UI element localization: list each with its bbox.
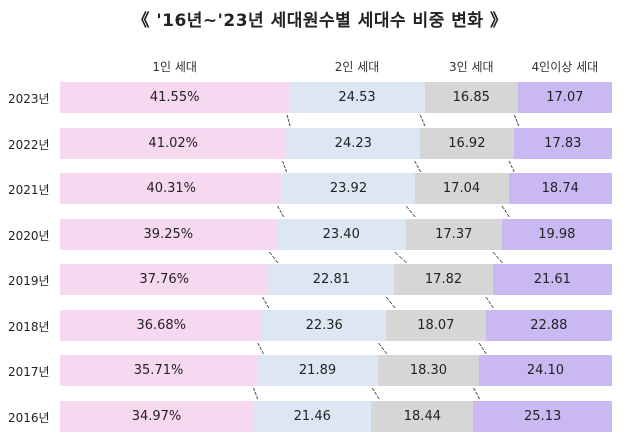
dashed-connector-line	[385, 297, 396, 308]
bar-segment-two-person: 23.40	[276, 218, 406, 250]
dashed-connector-line	[262, 297, 270, 308]
dashed-connector-line	[485, 297, 494, 308]
dashed-connector-line	[282, 160, 288, 171]
bar-value-label: 22.81	[312, 272, 350, 287]
bar-value-label: 17.04	[442, 181, 481, 196]
bar-segment-two-person: 24.23	[286, 127, 421, 159]
bar-segment-one-person: 39.25%	[60, 218, 277, 250]
dashed-connector-line	[394, 251, 407, 262]
bar-value-label: 21.89	[298, 363, 337, 378]
col-label-three-person: 3인 세대	[448, 60, 494, 74]
bar-value-label: 34.97%	[131, 408, 182, 424]
bar-segment-two-person: 21.46	[253, 400, 372, 432]
bar-value-label: 24.10	[526, 363, 565, 378]
year-label: 2020년	[8, 228, 50, 243]
bar-segment-two-person: 21.89	[257, 355, 378, 386]
bar-value-label: 21.61	[533, 272, 571, 287]
bar-value-label: 25.13	[524, 408, 562, 424]
bar-value-label: 18.44	[403, 408, 441, 424]
col-label-two-person: 2인 세대	[334, 60, 380, 74]
dashed-connector-line	[473, 388, 480, 399]
bar-value-label: 16.92	[448, 135, 486, 151]
year-label: 2016년	[8, 410, 50, 425]
dashed-connector-line	[268, 251, 278, 262]
bar-value-label: 18.30	[409, 363, 448, 378]
bar-value-label: 41.02%	[148, 135, 198, 151]
bar-value-label: 18.07	[417, 317, 455, 333]
col-label-one-person: 1인 세대	[152, 60, 197, 74]
bar-segment-one-person: 40.31%	[60, 173, 283, 204]
bar-segment-four-plus: 18.74	[508, 173, 612, 204]
bar-value-label: 17.82	[424, 272, 463, 287]
dashed-connector-line	[371, 388, 379, 399]
bar-segment-two-person: 22.81	[268, 264, 395, 295]
dashed-connector-line	[405, 206, 416, 217]
bar-segment-three-person: 17.37	[405, 218, 502, 250]
bar-value-label: 24.23	[334, 135, 372, 151]
bar-segment-three-person: 18.07	[385, 309, 486, 341]
bar-segment-one-person: 37.76%	[60, 264, 269, 295]
bar-value-label: 16.85	[452, 90, 490, 105]
bar-segment-three-person: 18.44	[371, 400, 474, 432]
bar-value-label: 22.88	[530, 317, 568, 333]
bar-segment-three-person: 16.92	[420, 127, 514, 159]
bar-segment-three-person: 17.04	[414, 173, 509, 204]
dashed-connector-line	[508, 160, 515, 171]
bar-segment-one-person: 41.55%	[60, 82, 290, 113]
bar-value-label: 39.25%	[143, 226, 194, 242]
bar-segment-one-person: 36.68%	[60, 309, 263, 341]
dashed-connector-line	[257, 342, 264, 353]
col-label-four-plus: 4인이상 세대	[531, 60, 599, 74]
bar-segment-four-plus: 24.10	[478, 355, 612, 386]
bar-value-label: 41.55%	[149, 90, 200, 105]
year-label: 2022년	[8, 137, 50, 152]
bar-value-label: 22.36	[305, 317, 343, 333]
bar-value-label: 17.37	[435, 226, 473, 242]
bar-segment-two-person: 23.92	[282, 173, 415, 204]
bar-segment-four-plus: 17.83	[513, 127, 612, 159]
bar-segment-one-person: 34.97%	[60, 400, 254, 432]
bar-segment-four-plus: 19.98	[501, 218, 612, 250]
dashed-connector-line	[276, 206, 284, 217]
dashed-connector-line	[501, 206, 510, 217]
bar-segment-one-person: 35.71%	[60, 355, 258, 386]
bar-segment-three-person: 16.85	[424, 82, 518, 113]
dashed-connector-line	[420, 115, 426, 126]
bar-value-label: 24.53	[338, 90, 376, 105]
bar-value-label: 23.92	[329, 181, 368, 196]
bar-value-label: 18.74	[541, 181, 579, 196]
bar-segment-four-plus: 17.07	[517, 82, 612, 113]
bar-segment-four-plus: 21.61	[492, 264, 612, 295]
bar-value-label: 21.46	[293, 408, 331, 424]
bar-value-label: 35.71%	[133, 363, 184, 378]
bar-segment-four-plus: 25.13	[473, 400, 612, 432]
bar-value-label: 40.31%	[146, 181, 197, 196]
year-label: 2019년	[8, 274, 50, 288]
bar-value-label: 17.07	[546, 90, 584, 105]
year-label: 2021년	[8, 183, 50, 197]
dashed-connector-line	[492, 251, 503, 262]
bar-value-label: 37.76%	[139, 272, 189, 287]
dashed-connector-line	[377, 342, 387, 353]
bar-segment-one-person: 41.02%	[60, 127, 287, 159]
year-label: 2018년	[8, 319, 50, 334]
bar-value-label: 23.40	[322, 226, 360, 242]
bar-value-label: 17.83	[544, 135, 582, 151]
bar-segment-four-plus: 22.88	[485, 309, 612, 341]
bar-segment-two-person: 24.53	[289, 82, 425, 113]
chart-title: 《 '16년~'23년 세대원수별 세대수 비중 변화 》	[132, 11, 508, 31]
bar-segment-three-person: 18.30	[377, 355, 479, 386]
bar-value-label: 19.98	[538, 226, 576, 242]
bar-value-label: 36.68%	[136, 317, 187, 333]
year-label: 2023년	[8, 92, 50, 106]
bar-segment-three-person: 17.82	[394, 264, 493, 295]
dashed-connector-line	[414, 160, 422, 171]
dashed-connector-line	[253, 388, 259, 399]
bar-segment-two-person: 22.36	[262, 309, 386, 341]
dashed-connector-line	[478, 342, 487, 353]
dashed-connector-line	[286, 115, 291, 126]
year-label: 2017년	[8, 365, 50, 379]
dashed-connector-line	[513, 115, 519, 126]
